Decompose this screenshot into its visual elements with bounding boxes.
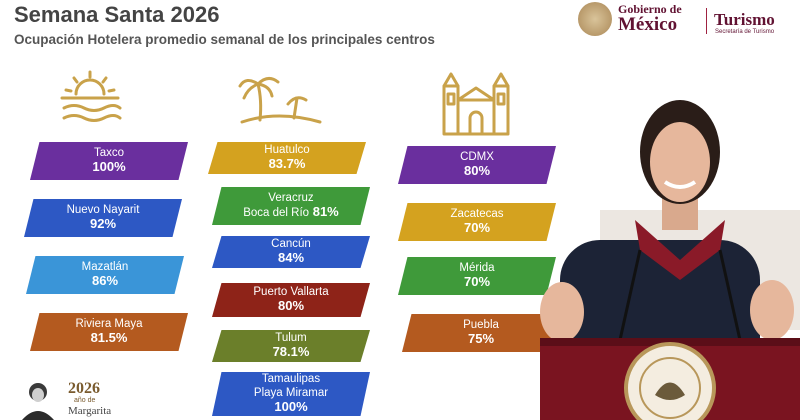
occupancy-card: Riviera Maya 81.5%: [30, 313, 188, 351]
occupancy-card: Puebla 75%: [402, 314, 560, 352]
footer-line1: año de: [74, 397, 96, 404]
destination-name: CDMX: [460, 150, 494, 163]
destination-name: Tamaulipas: [261, 373, 321, 386]
occupancy-card: CDMX 80%: [398, 146, 556, 184]
occupancy-value: 80%: [277, 298, 305, 314]
occupancy-value: 70%: [463, 220, 491, 236]
occupancy-card: Nuevo Nayarit 92%: [24, 199, 182, 237]
occupancy-card: Zacatecas 70%: [398, 203, 556, 241]
occupancy-card: Taxco 100%: [30, 142, 188, 180]
occupancy-card: Huatulco 83.7%: [208, 142, 366, 174]
occupancy-card: Tamaulipas Playa Miramar 100%: [212, 372, 370, 416]
destination-name: Puebla: [463, 318, 499, 331]
gov-logo-line2: México: [618, 14, 678, 35]
occupancy-value: 81.5%: [90, 330, 128, 346]
occupancy-value: 84%: [277, 250, 305, 266]
occupancy-card: Cancún 84%: [212, 236, 370, 268]
occupancy-value: 75%: [467, 331, 495, 347]
occupancy-value: 83.7%: [268, 156, 306, 172]
destination-name: Cancún: [271, 237, 311, 250]
occupancy-card: Mazatlán 86%: [26, 256, 184, 294]
destination-name: Puerto Vallarta: [253, 285, 329, 298]
occupancy-card: Mérida 70%: [398, 257, 556, 295]
destination-name: Taxco: [93, 146, 125, 159]
destination-name: Huatulco: [264, 143, 310, 156]
occupancy-value: 100%: [92, 159, 126, 175]
cathedral-icon: [442, 72, 510, 136]
speaker-at-podium: [540, 100, 800, 420]
gov-logo-line1: Gobierno de: [618, 2, 682, 16]
occupancy-value: 80%: [463, 163, 491, 179]
destination-name: Veracruz: [268, 191, 314, 204]
margarita-portrait-icon: [22, 383, 54, 420]
destination-name: Tulum: [275, 331, 307, 344]
destination-name: Riviera Maya: [75, 317, 143, 330]
destination-name: Mazatlán: [81, 260, 129, 273]
occupancy-card: Puerto Vallarta 80%: [212, 283, 370, 317]
destination-name: Zacatecas: [450, 207, 504, 220]
gov-logo-line4: Secretaría de Turismo: [715, 29, 775, 35]
occupancy-value: 92%: [89, 216, 117, 232]
destination-name: Mérida: [459, 261, 495, 274]
footer-line2: Margarita: [68, 405, 112, 417]
occupancy-card: Veracruz Boca del Río 81%: [212, 187, 370, 225]
gobierno-turismo-logo: Gobierno de México Turismo Secretaría de…: [578, 2, 796, 38]
occupancy-value: 86%: [91, 273, 119, 289]
occupancy-value: 70%: [463, 274, 491, 290]
page-title: Semana Santa 2026: [14, 2, 220, 27]
sun-beach-icon: [60, 70, 122, 122]
occupancy-value: 78.1%: [272, 344, 310, 360]
logo-divider: [706, 8, 707, 34]
gov-logo-line3: Turismo: [714, 10, 775, 29]
palm-beach-icon: [238, 77, 322, 124]
destination-name-line2: Boca del Río: [243, 207, 310, 219]
destination-name-line2: Playa Miramar: [253, 386, 329, 399]
occupancy-value: 100%: [274, 398, 308, 414]
footer-year: 2026: [68, 380, 100, 397]
destination-name: Nuevo Nayarit: [66, 203, 140, 216]
occupancy-value: 81%: [312, 204, 339, 219]
page-subtitle: Ocupación Hotelera promedio semanal de l…: [14, 32, 435, 47]
national-seal-icon: [578, 2, 612, 36]
occupancy-card: Tulum 78.1%: [212, 330, 370, 362]
